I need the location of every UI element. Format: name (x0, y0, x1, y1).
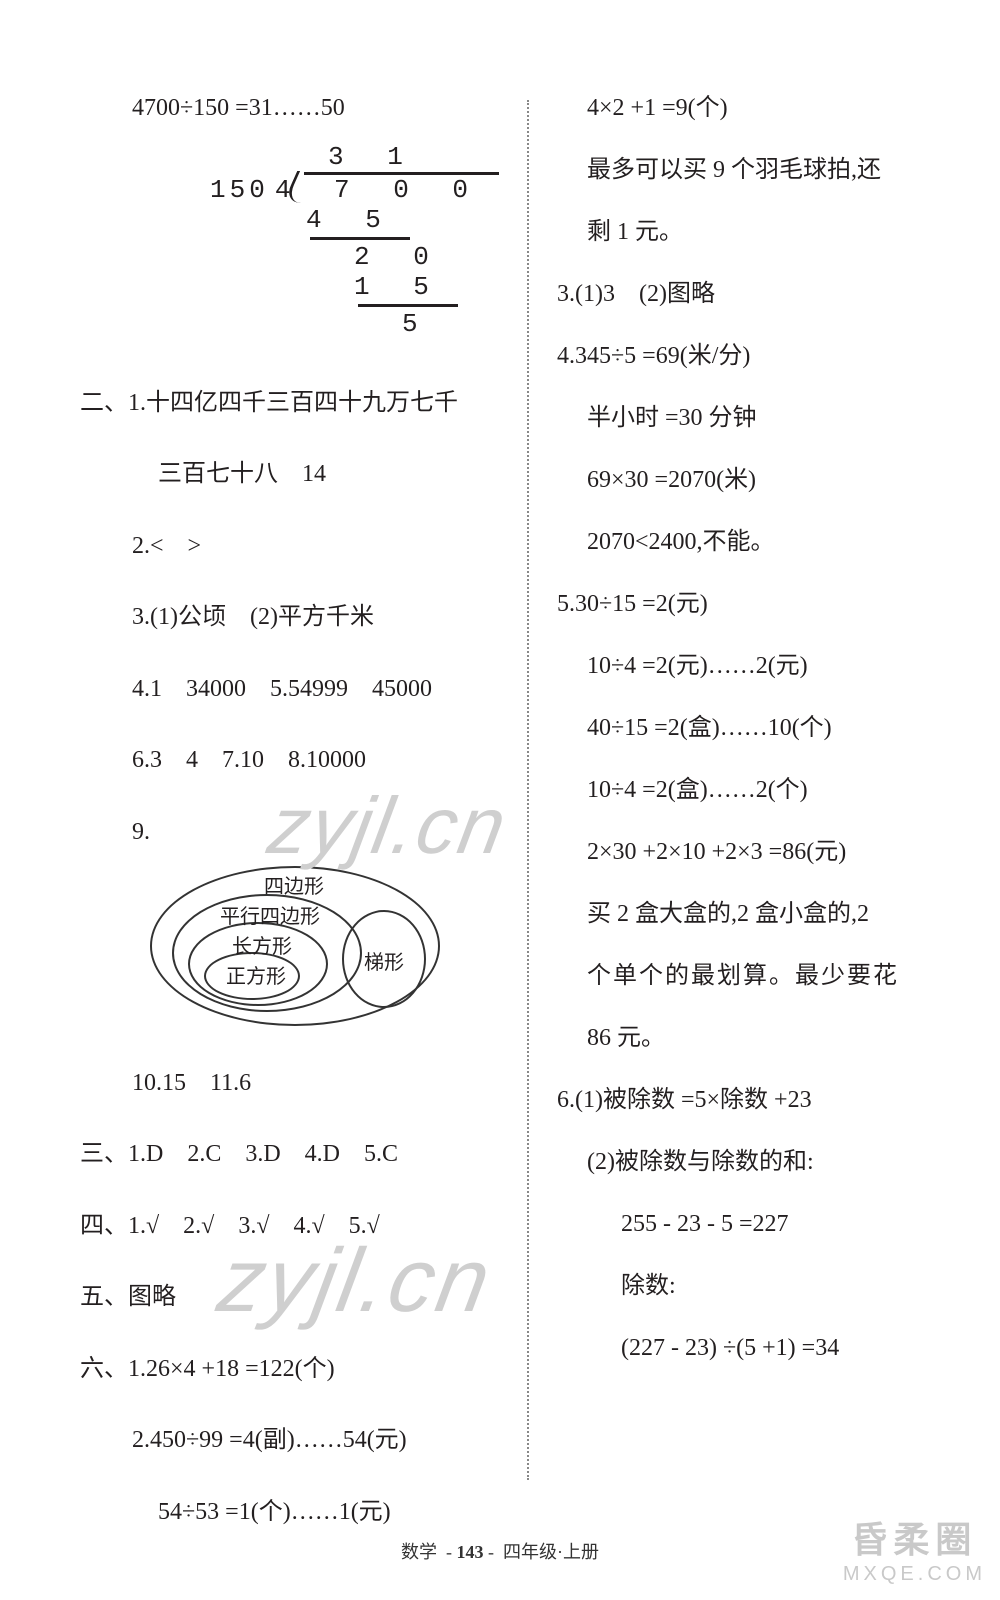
r-line-08: 2070<2400,不能。 (557, 524, 960, 560)
section-6-q2b: 54÷53 =1(个)……1(元) (80, 1494, 499, 1530)
venn-label-4: 正方形 (226, 960, 286, 989)
r-line-07: 69×30 =2070(米) (557, 462, 960, 498)
section-2-label: 二、 (80, 390, 128, 416)
ld-quotient: 3 1 (210, 142, 499, 172)
section-2-q4: 4.1 34000 5.54999 45000 (80, 671, 499, 707)
ld-line-2 (358, 304, 458, 307)
footer-page-number: 143 (457, 1542, 484, 1562)
section-2-q1a: 二、1.十四亿四千三百四十九万七千 (80, 385, 499, 421)
ld-r1: 4 5 (210, 205, 499, 235)
venn-diagram: 四边形 平行四边形 长方形 正方形 梯形 (150, 856, 450, 1034)
section-2-q1b: 三百七十八 14 (80, 456, 499, 492)
r-line-15: 个单个的最划算。最少要花 (557, 958, 960, 994)
r-line-09: 5.30÷15 =2(元) (557, 586, 960, 622)
section-6-q1: 六、1.26×4 +18 =122(个) (80, 1351, 499, 1387)
r-line-12: 10÷4 =2(盒)……2(个) (557, 772, 960, 808)
r-line-18: (2)被除数与除数的和: (557, 1144, 960, 1180)
r-line-11: 40÷15 =2(盒)……10(个) (557, 710, 960, 746)
footer-subject: 数学 (401, 1542, 437, 1562)
section-4: 四、1.√ 2.√ 3.√ 4.√ 5.√ (80, 1208, 499, 1244)
long-division: 3 1 150 4 7 0 0 4 5 2 0 1 5 5 (210, 142, 499, 339)
ld-line-1 (310, 237, 410, 240)
r-line-10: 10÷4 =2(元)……2(元) (557, 648, 960, 684)
r-line-20: 除数: (557, 1268, 960, 1304)
page-footer: 数学 - 143 - 四年级·上册 (0, 1538, 1000, 1564)
section-6-q2a: 2.450÷99 =4(副)……54(元) (80, 1422, 499, 1458)
r-line-14: 买 2 盒大盒的,2 盒小盒的,2 (557, 896, 960, 932)
equation-1: 4700÷150 =31……50 (80, 90, 499, 126)
s2-q1a-text: 1.十四亿四千三百四十九万七千 (128, 390, 458, 416)
r-line-19: 255 - 23 - 5 =227 (557, 1206, 960, 1242)
r-line-06: 半小时 =30 分钟 (557, 400, 960, 436)
section-2-q2: 2.< > (80, 528, 499, 564)
r-line-21: (227 - 23) ÷(5 +1) =34 (557, 1330, 960, 1366)
r-line-04: 3.(1)3 (2)图略 (557, 276, 960, 312)
section-2-q6: 6.3 4 7.10 8.10000 (80, 742, 499, 778)
section-2-q10: 10.15 11.6 (80, 1065, 499, 1101)
page: 4700÷150 =31……50 3 1 150 4 7 0 0 4 5 2 0… (0, 0, 1000, 1600)
venn-label-3: 长方形 (232, 930, 292, 959)
right-column: 4×2 +1 =9(个) 最多可以买 9 个羽毛球拍,还 剩 1 元。 3.(1… (529, 90, 960, 1530)
r-line-05: 4.345÷5 =69(米/分) (557, 338, 960, 374)
r-line-03: 剩 1 元。 (557, 214, 960, 250)
section-3: 三、1.D 2.C 3.D 4.D 5.C (80, 1136, 499, 1172)
r-line-13: 2×30 +2×10 +2×3 =86(元) (557, 834, 960, 870)
r-line-01: 4×2 +1 =9(个) (557, 90, 960, 126)
ld-r3: 1 5 (210, 272, 499, 302)
footer-grade: 四年级·上册 (503, 1542, 599, 1562)
ld-r4: 5 (210, 309, 499, 339)
corner-watermark-bottom: MXQE.COM (843, 1563, 986, 1586)
venn-label-1: 四边形 (264, 870, 324, 899)
venn-label-2: 平行四边形 (220, 900, 320, 929)
ld-divisor: 150 (210, 175, 275, 205)
venn-label-5: 梯形 (364, 946, 404, 975)
section-2-q3: 3.(1)公顷 (2)平方千米 (80, 599, 499, 635)
r-line-02: 最多可以买 9 个羽毛球拍,还 (557, 152, 960, 188)
r-line-16: 86 元。 (557, 1020, 960, 1056)
left-column: 4700÷150 =31……50 3 1 150 4 7 0 0 4 5 2 0… (80, 90, 527, 1530)
section-2-q9: 9. (80, 814, 499, 850)
ld-bar (304, 172, 499, 175)
section-5: 五、图略 (80, 1279, 499, 1315)
r-line-17: 6.(1)被除数 =5×除数 +23 (557, 1082, 960, 1118)
ld-r2: 2 0 (210, 242, 499, 272)
